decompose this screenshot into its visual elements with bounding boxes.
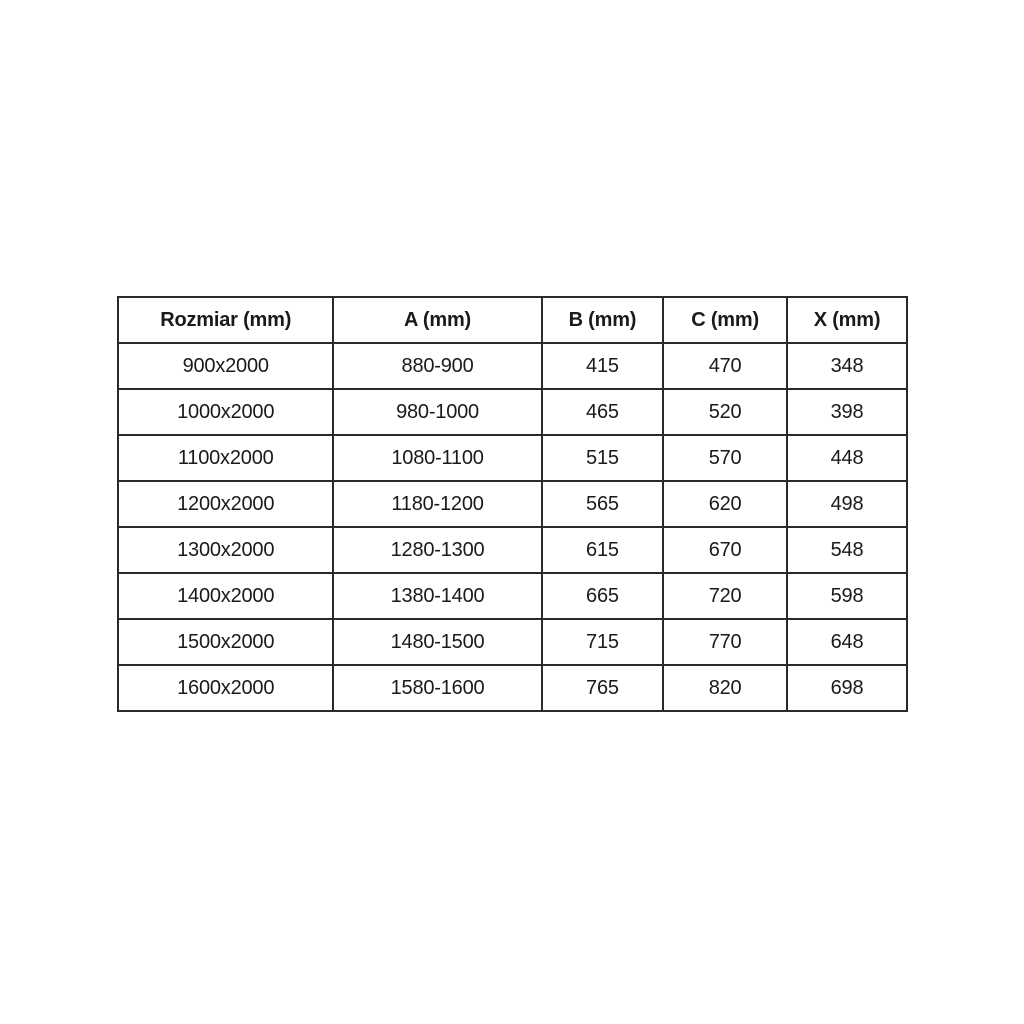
table-cell: 980-1000 [332,388,543,436]
table-cell: 1480-1500 [332,618,543,666]
table-cell: 880-900 [332,342,543,390]
table-cell: 1200x2000 [116,480,335,528]
table-row: 1400x2000 1380-1400 665 720 598 [116,572,908,620]
table-cell: 765 [540,664,665,712]
header-cell: C (mm) [662,296,789,344]
table-cell: 820 [662,664,789,712]
table-row: 1200x2000 1180-1200 565 620 498 [116,480,908,528]
table-cell: 1380-1400 [332,572,543,620]
header-cell: Rozmiar (mm) [116,296,335,344]
table-cell: 1180-1200 [332,480,543,528]
table-cell: 465 [540,388,665,436]
table-cell: 565 [540,480,665,528]
table-cell: 1600x2000 [116,664,335,712]
table-row: 900x2000 880-900 415 470 348 [116,342,908,390]
header-row: Rozmiar (mm) A (mm) B (mm) C (mm) X (mm) [116,296,908,344]
table-cell: 900x2000 [116,342,335,390]
table-cell: 615 [540,526,665,574]
table-row: 1100x2000 1080-1100 515 570 448 [116,434,908,482]
table-row: 1600x2000 1580-1600 765 820 698 [116,664,908,712]
table-cell: 548 [786,526,908,574]
table-cell: 720 [662,572,789,620]
table-cell: 415 [540,342,665,390]
table-row: 1300x2000 1280-1300 615 670 548 [116,526,908,574]
table-row: 1500x2000 1480-1500 715 770 648 [116,618,908,666]
table-cell: 1100x2000 [116,434,335,482]
header-cell: X (mm) [786,296,908,344]
table-cell: 665 [540,572,665,620]
header-cell: B (mm) [540,296,665,344]
table-cell: 348 [786,342,908,390]
table-cell: 770 [662,618,789,666]
table-cell: 598 [786,572,908,620]
table-cell: 515 [540,434,665,482]
table-cell: 1080-1100 [332,434,543,482]
table-cell: 520 [662,388,789,436]
size-table-body: 900x2000 880-900 415 470 348 1000x2000 980-100… [116,342,908,712]
table-row: 1000x2000 980-1000 465 520 398 [116,388,908,436]
table-cell: 698 [786,664,908,712]
table-cell: 1400x2000 [116,572,335,620]
size-table-header: Rozmiar (mm) A (mm) B (mm) C (mm) X (mm) [116,296,908,344]
table-cell: 398 [786,388,908,436]
table-cell: 1000x2000 [116,388,335,436]
table-cell: 1300x2000 [116,526,335,574]
table-cell: 470 [662,342,789,390]
table-cell: 498 [786,480,908,528]
size-table-wrapper: Rozmiar (mm) A (mm) B (mm) C (mm) X (mm) 900… [116,296,908,712]
table-cell: 1280-1300 [332,526,543,574]
table-cell: 1500x2000 [116,618,335,666]
table-cell: 570 [662,434,789,482]
header-cell: A (mm) [332,296,543,344]
size-table: Rozmiar (mm) A (mm) B (mm) C (mm) X (mm) 900… [116,296,908,712]
table-cell: 648 [786,618,908,666]
table-cell: 448 [786,434,908,482]
table-cell: 670 [662,526,789,574]
table-cell: 1580-1600 [332,664,543,712]
table-cell: 620 [662,480,789,528]
table-cell: 715 [540,618,665,666]
